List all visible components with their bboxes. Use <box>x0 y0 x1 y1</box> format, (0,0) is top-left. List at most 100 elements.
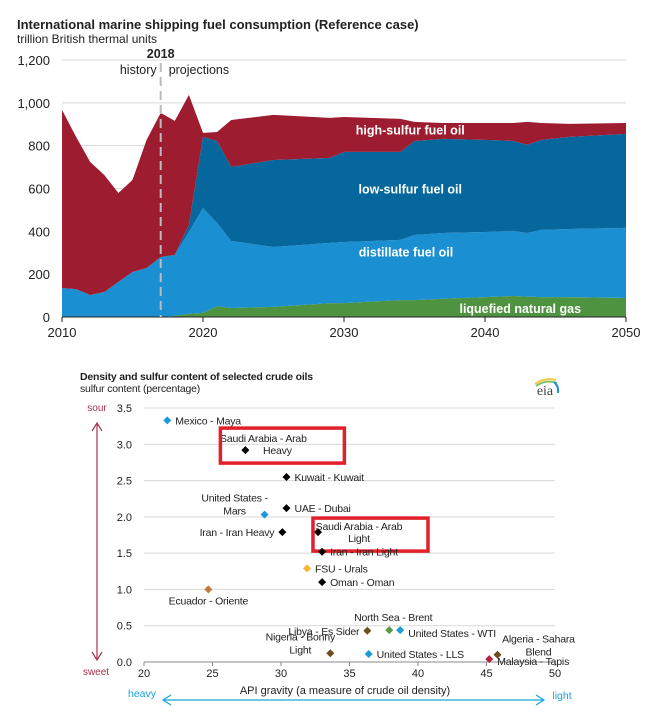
data-point: UAE - Dubai <box>282 503 351 515</box>
area-distillate-fuel-oil <box>62 207 626 317</box>
area-liquefied-natural-gas <box>62 296 626 317</box>
series-label: low-sulfur fuel oil <box>359 183 462 197</box>
x-tick-label: 20 <box>138 668 150 680</box>
y-tick-label: 2.5 <box>117 476 132 488</box>
arrow-up-icon <box>91 421 103 432</box>
y-tick-label: 600 <box>28 182 50 197</box>
y-tick-label: 0.0 <box>117 657 132 669</box>
point-marker <box>363 626 372 635</box>
point-marker <box>278 528 287 537</box>
arrow-left-icon <box>161 694 172 706</box>
point-label: Light <box>348 533 370 545</box>
y-tick-label: 2.0 <box>117 512 132 524</box>
point-marker <box>260 510 269 519</box>
point-label: Mars <box>223 506 246 518</box>
area-low-sulfur-fuel-oil <box>62 133 626 295</box>
series-label: distillate fuel oil <box>359 246 453 260</box>
point-label: Light <box>289 644 311 656</box>
point-marker <box>282 504 291 513</box>
chart2-subtitle: sulfur content (percentage) <box>80 383 201 395</box>
divider-year-label: 2018 <box>147 47 175 61</box>
point-marker <box>364 650 373 659</box>
x-tick-label: 35 <box>343 668 355 680</box>
point-label: Saudi Arabia - Arab <box>220 433 307 445</box>
arrow-right-icon <box>535 694 546 706</box>
data-point: United States - WTI <box>396 626 496 640</box>
series-label: liquefied natural gas <box>459 302 581 316</box>
data-point: Oman - Oman <box>318 577 395 589</box>
point-label: Libya - Es Sider <box>288 626 360 638</box>
point-label: United States - LLS <box>377 649 464 661</box>
heavy-label: heavy <box>128 688 157 700</box>
y-tick-label: 1,000 <box>17 96 50 111</box>
point-marker <box>241 446 250 455</box>
x-tick-label: 30 <box>275 668 287 680</box>
highlight-box <box>218 426 347 465</box>
y-tick-label: 1.0 <box>117 584 132 596</box>
point-marker <box>493 650 502 659</box>
x-tick-label: 50 <box>549 668 561 680</box>
series-label: high-sulfur fuel oil <box>356 124 465 138</box>
projections-label: projections <box>169 63 229 77</box>
point-marker <box>318 578 327 587</box>
point-label: UAE - Dubai <box>294 503 350 515</box>
y-tick-label: 0.5 <box>117 621 132 633</box>
point-label: Ecuador - Oriente <box>169 595 249 607</box>
data-point: Iran - Iran Light <box>318 547 398 559</box>
y-tick-label: 1,200 <box>17 53 50 68</box>
data-point: Mexico - Maya <box>163 415 242 427</box>
point-label: Mexico - Maya <box>175 415 241 427</box>
point-marker <box>204 585 213 594</box>
chart2-title: Density and sulfur content of selected c… <box>80 371 313 383</box>
point-label: FSU - Urals <box>315 563 368 575</box>
arrow-down-icon <box>91 651 103 662</box>
point-label: United States - <box>201 493 268 505</box>
marine-fuel-area-chart: 0 200 400 600 800 1,000 1,200 2010 2020 2030 2040 2… <box>17 47 641 340</box>
point-label: Iran - Iran Heavy <box>200 527 276 539</box>
data-point: United States - LLS <box>364 649 464 661</box>
y-tick-label: 3.5 <box>117 403 132 415</box>
x-tick-label: 25 <box>206 668 218 680</box>
point-label: Nigeria - Bonny <box>266 631 336 643</box>
point-label: Oman - Oman <box>330 577 395 589</box>
point-marker <box>396 626 405 635</box>
sweet-label: sweet <box>83 667 109 678</box>
point-marker <box>385 626 394 635</box>
logo-text: eia <box>537 384 554 399</box>
data-point: FSU - Urals <box>303 563 368 575</box>
point-label: Saudi Arabia - Arab <box>316 521 403 533</box>
y-tick-label: 1.5 <box>117 548 132 560</box>
x-tick-label: 2050 <box>612 325 641 340</box>
y-tick-label: 3.0 <box>117 439 132 451</box>
x-axis-title: API gravity (a measure of crude oil dens… <box>240 685 450 697</box>
x-tick-label: 40 <box>412 668 424 680</box>
logo-arc-blue <box>553 381 560 394</box>
x-tick-label: 2040 <box>471 325 500 340</box>
point-label: Algeria - Sahara <box>502 634 575 646</box>
sour-label: sour <box>87 403 107 414</box>
data-point: United States -Mars <box>201 493 269 519</box>
logo-arc-yellow <box>534 378 557 385</box>
data-point: Malaysia - Tapis <box>485 655 569 668</box>
point-label: Blend <box>526 647 552 659</box>
data-point: North Sea - Brent <box>354 612 433 635</box>
point-marker <box>313 528 322 537</box>
light-label: light <box>552 690 571 702</box>
x-tick-label: 2020 <box>189 325 218 340</box>
y-tick-label: 0 <box>43 310 50 325</box>
point-label: Kuwait - Kuwait <box>294 472 364 484</box>
x-tick-label: 2030 <box>330 325 359 340</box>
x-tick-label: 45 <box>480 668 492 680</box>
area-high-sulfur-fuel-oil <box>62 94 626 295</box>
point-marker <box>163 416 172 425</box>
point-label: United States - WTI <box>408 628 496 640</box>
x-tick-label: 2010 <box>48 325 77 340</box>
y-tick-label: 400 <box>28 224 50 239</box>
history-label: history <box>120 63 158 77</box>
point-label: North Sea - Brent <box>354 612 433 624</box>
point-marker <box>318 547 327 556</box>
